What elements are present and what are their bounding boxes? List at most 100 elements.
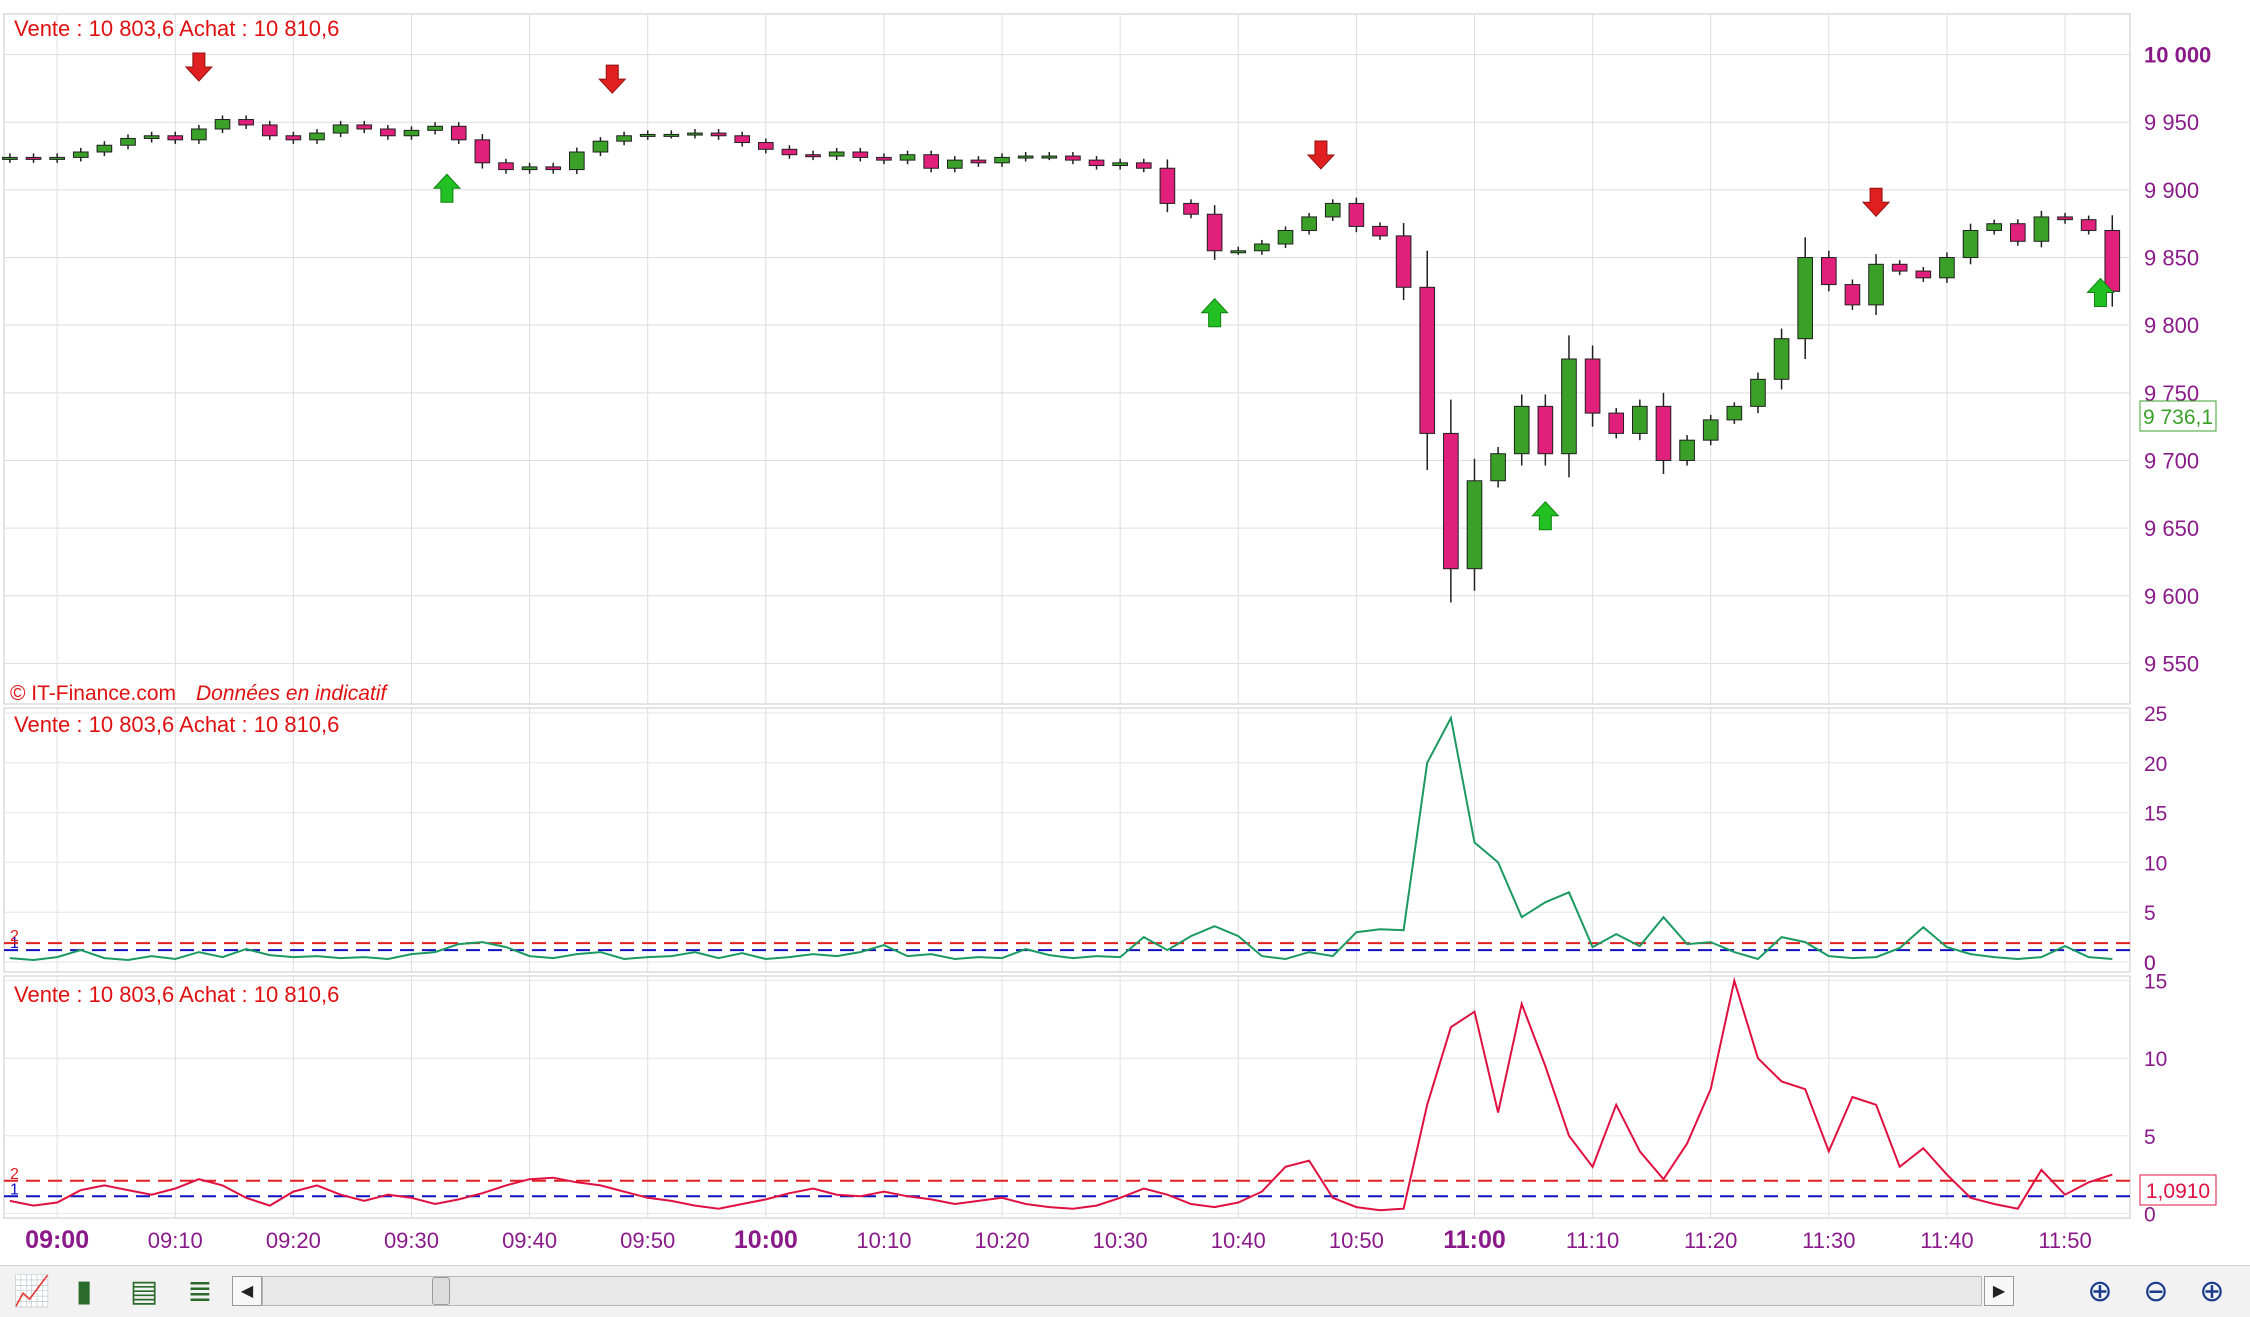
candle-up [1018,156,1033,158]
candle-up [1302,217,1317,231]
candle-up [1751,379,1766,406]
x-tick-label: 09:30 [384,1228,439,1253]
chart-type-icon[interactable]: 📈 [12,1272,52,1312]
candle-down [1396,236,1411,287]
reference-label: 2 [10,928,19,945]
x-tick-label: 09:50 [620,1228,675,1253]
report-icon[interactable]: ▤ [124,1272,164,1312]
candle-up [1467,481,1482,569]
scrollbar-thumb[interactable] [432,1277,450,1305]
candle-down [168,136,183,140]
x-tick-label: 10:30 [1093,1228,1148,1253]
x-tick-label: 11:20 [1684,1228,1737,1253]
candle-up [50,157,65,159]
candle-up [310,133,325,140]
candle-up [1042,156,1057,158]
candle-up [1963,230,1978,257]
candle-down [1373,226,1388,235]
candle-up [947,160,962,168]
indicator-1-last-label: 0 [2144,952,2156,975]
candle-down [806,155,821,157]
candle-down [1184,203,1199,214]
zoom-in-icon[interactable]: ⊕ [2192,1272,2232,1312]
candle-up [1798,258,1813,339]
indicator-icon[interactable]: ≣ [180,1272,220,1312]
candle-down [1349,203,1364,226]
candle-up [404,130,419,135]
zoom-fit-icon[interactable]: ⊕ [2080,1272,2120,1312]
candle-down [853,152,868,157]
candle-up [1562,359,1577,454]
candle-up [570,152,585,170]
candle-down [924,155,939,169]
candle-down [1420,287,1435,433]
candle-up [617,136,632,141]
candle-down [782,149,797,154]
candle-up [1491,454,1506,481]
candle-up [688,133,703,135]
y-tick-label: 10 [2144,1048,2167,1071]
candle-up [522,167,537,170]
candle-up [1255,244,1270,251]
candle-down [1916,271,1931,278]
candle-down [2010,224,2025,242]
x-tick-label: 11:30 [1802,1228,1855,1253]
candle-up [1325,203,1340,217]
candle-down [475,140,490,163]
candle-down [1538,406,1553,453]
candle-down [1585,359,1600,413]
candle-up [664,134,679,136]
candle-down [1160,168,1175,203]
candle-down [499,163,514,170]
candle-up [144,136,159,139]
candle-up [192,129,207,140]
x-tick-label: 09:20 [266,1228,321,1253]
candle-down [451,126,466,140]
y-tick-label: 5 [2144,902,2156,925]
y-tick-label: 20 [2144,753,2167,776]
candle-down [1892,264,1907,271]
candle-up [900,155,915,160]
y-tick-label: 9 950 [2144,110,2199,135]
candle-up [1278,230,1293,244]
x-tick-label: 09:00 [25,1226,89,1254]
candle-down [1845,285,1860,305]
candle-up [3,157,18,159]
x-tick-label: 10:50 [1329,1228,1384,1253]
scroll-right-button[interactable]: ▶ [1984,1276,2014,1306]
zoom-out-icon[interactable]: ⊖ [2136,1272,2176,1312]
y-tick-label: 15 [2144,803,2167,826]
y-tick-label: 9 800 [2144,313,2199,338]
candle-up [2034,217,2049,241]
y-tick-label: 0 [2144,1203,2156,1226]
y-tick-label: 5 [2144,1126,2156,1149]
candle-down [877,157,892,160]
candle-down [758,143,773,150]
candle-up [1987,224,2002,231]
candle-down [1656,406,1671,460]
y-tick-label: 9 600 [2144,584,2199,609]
price-panel-header: Vente : 10 803,6 Achat : 10 810,6 [14,16,339,41]
candlestick-icon[interactable]: ▮ [64,1272,104,1312]
y-tick-label: 10 [2144,852,2167,875]
watermark-disclaimer: Données en indicatif [196,682,388,705]
indicator-2-last-label: 1,0910 [2146,1180,2210,1203]
scroll-left-button[interactable]: ◀ [232,1276,262,1306]
last-price-label: 9 736,1 [2143,406,2213,429]
candle-down [711,133,726,136]
candle-up [1727,406,1742,420]
reference-label: 2 [10,1166,19,1183]
candle-up [1113,163,1128,166]
candle-up [1940,258,1955,278]
price-panel [4,14,2130,704]
candle-down [26,157,41,159]
y-tick-label: 9 850 [2144,246,2199,271]
candle-up [829,152,844,156]
x-tick-label: 10:00 [734,1226,798,1254]
y-tick-label: 9 900 [2144,178,2199,203]
scrollbar-track[interactable] [262,1276,1982,1306]
x-tick-label: 09:40 [502,1228,557,1253]
candle-down [971,160,986,163]
candle-up [121,138,136,145]
